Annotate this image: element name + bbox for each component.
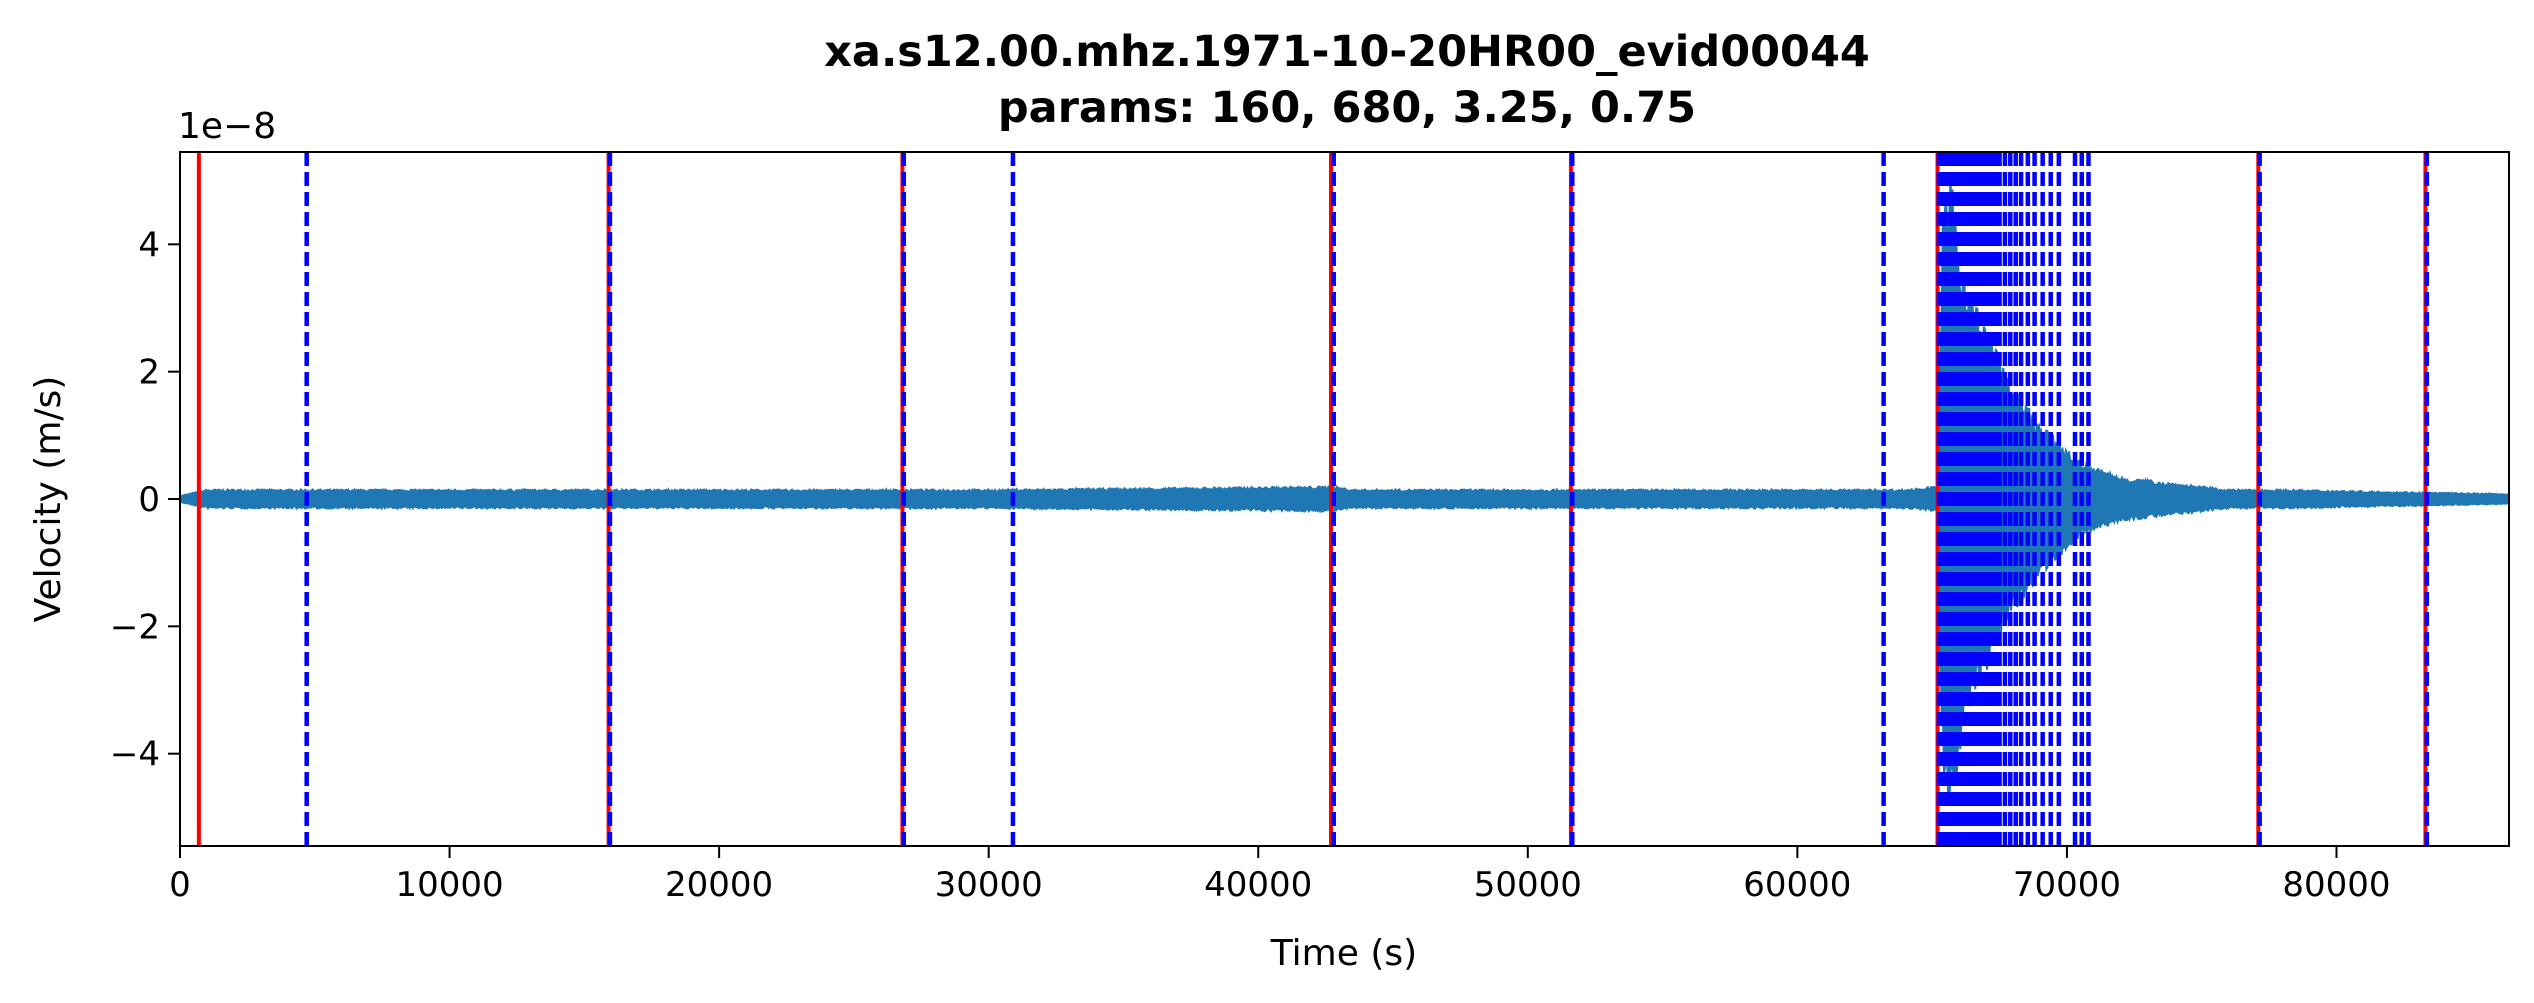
y-axis-ticks: −4 −2 0 2 4 (110, 225, 180, 775)
y-tick-label: 2 (138, 353, 160, 393)
chart-title: xa.s12.00.mhz.1971-10-20HR00_evid00044 (824, 27, 1870, 77)
x-tick-label: 80000 (2282, 865, 2390, 905)
x-tick-label: 40000 (1204, 865, 1312, 905)
x-tick-label: 20000 (665, 865, 773, 905)
y-tick-label: −4 (110, 735, 160, 775)
x-axis-label: Time (s) (1270, 933, 1417, 974)
trigger-lines (196, 152, 2430, 846)
x-tick-label: 10000 (395, 865, 503, 905)
chart-subtitle: params: 160, 680, 3.25, 0.75 (998, 83, 1696, 133)
x-tick-label: 60000 (1743, 865, 1851, 905)
y-axis-offset-label: 1e−8 (178, 106, 276, 147)
x-tick-label: 30000 (935, 865, 1043, 905)
y-tick-label: 4 (138, 225, 160, 265)
trace-envelope (180, 178, 2509, 806)
velocity-trace (180, 178, 2509, 806)
x-tick-label: 50000 (1474, 865, 1582, 905)
x-tick-label: 0 (169, 865, 191, 905)
y-tick-label: 0 (138, 480, 160, 520)
x-tick-label: 70000 (2013, 865, 2121, 905)
y-axis-label: Velocity (m/s) (28, 376, 69, 623)
y-tick-label: −2 (110, 607, 160, 647)
plot-area (180, 152, 2509, 846)
x-axis-ticks: 0 10000 20000 30000 40000 50000 60000 70000 8000… (169, 846, 2391, 905)
